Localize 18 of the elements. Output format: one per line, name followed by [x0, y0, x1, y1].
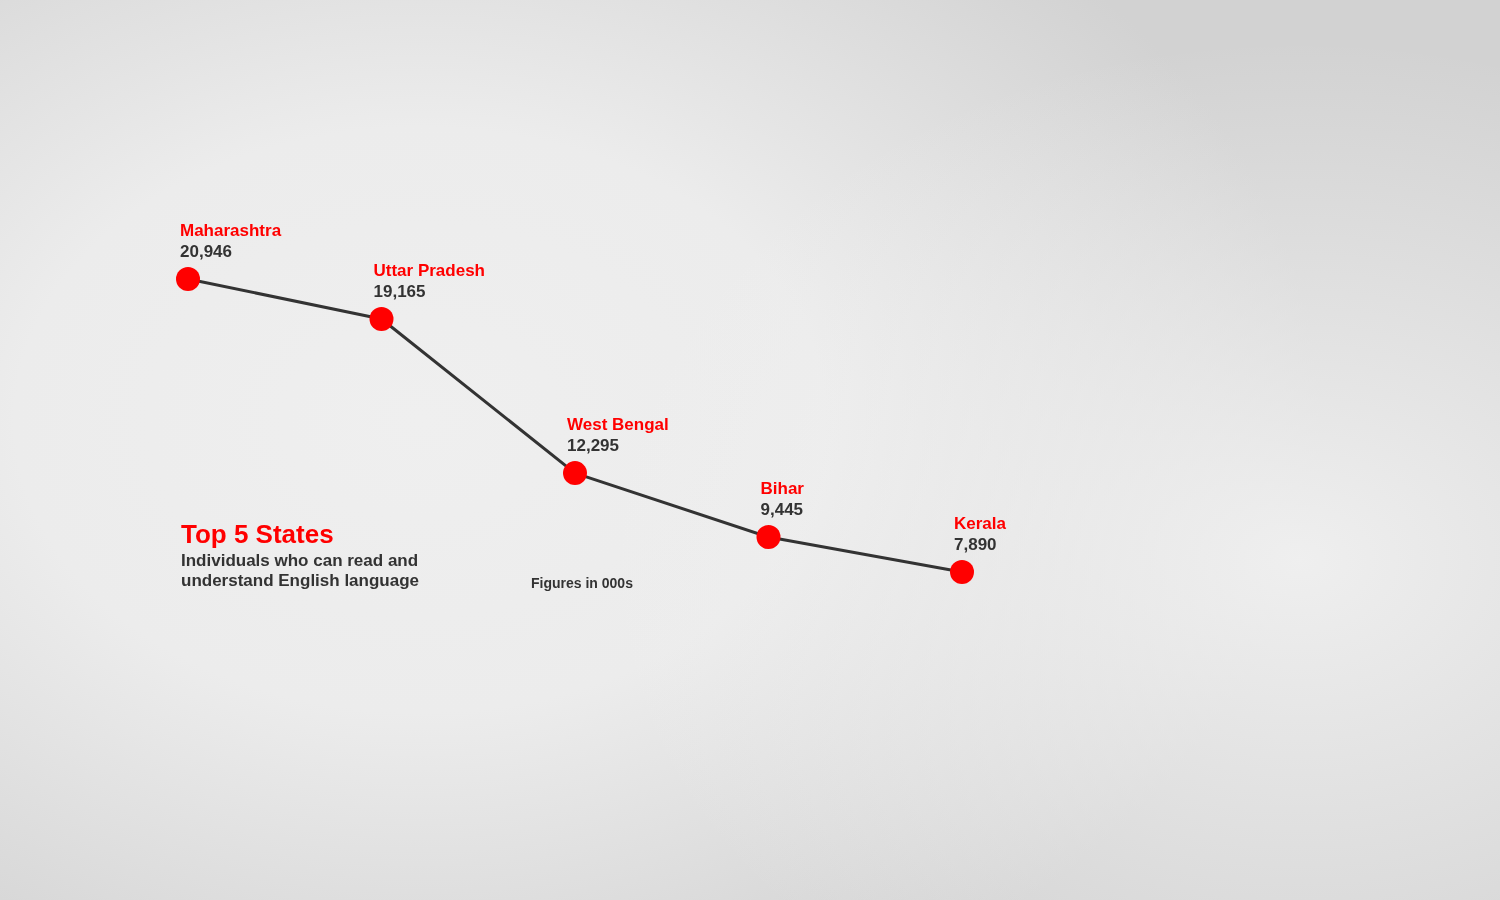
data-label: 9,445	[760, 500, 804, 520]
x-tick-label: Uttar Pradesh	[373, 260, 485, 280]
x-tick-label: West Bengal	[567, 415, 669, 435]
data-label: 20,946	[180, 242, 232, 261]
x-tick-label: Kerala	[954, 513, 1007, 533]
point	[176, 267, 200, 291]
point	[369, 306, 394, 331]
text: Top 5 States	[181, 519, 334, 549]
data-label: 19,165	[373, 281, 426, 301]
text: Individuals who can read and understand English language	[181, 551, 421, 591]
x-tick-label: Maharashtra	[180, 221, 282, 240]
x-tick-label: Bihar	[760, 479, 805, 499]
point	[563, 461, 587, 486]
data-label: 12,295	[567, 436, 619, 456]
data-label: 7,890	[954, 534, 997, 554]
point	[756, 525, 781, 550]
text: Figures in 000s	[531, 575, 633, 591]
point	[950, 559, 974, 584]
